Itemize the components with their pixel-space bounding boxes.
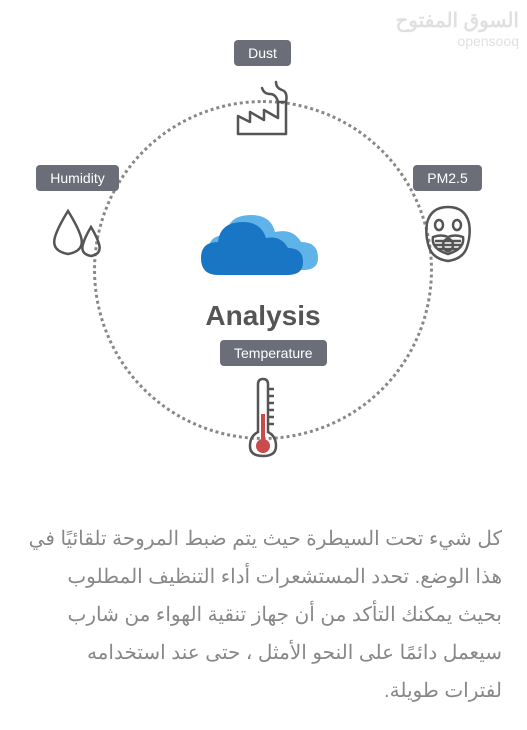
description-text: كل شيء تحت السيطرة حيث يتم ضبط المروحة ت… <box>0 500 527 730</box>
watermark: السوق المفتوح opensooq <box>395 8 519 49</box>
analysis-diagram: Analysis Dust PM2.5 <box>0 0 527 500</box>
node-temperature: Temperature <box>220 340 305 444</box>
node-dust: Dust <box>220 40 305 144</box>
dust-label: Dust <box>234 40 291 66</box>
cloud-icon <box>193 200 333 290</box>
mask-icon <box>413 199 483 269</box>
center-group: Analysis <box>183 200 343 332</box>
droplets-icon <box>43 199 113 269</box>
temperature-label: Temperature <box>220 340 327 366</box>
factory-icon <box>228 74 298 144</box>
pm25-label: PM2.5 <box>413 165 481 191</box>
watermark-arabic: السوق المفتوح <box>395 8 519 33</box>
thermometer-icon <box>228 374 298 444</box>
node-humidity: Humidity <box>35 165 120 269</box>
center-label: Analysis <box>183 300 343 332</box>
watermark-english: opensooq <box>395 33 519 49</box>
node-pm25: PM2.5 <box>405 165 490 269</box>
humidity-label: Humidity <box>36 165 118 191</box>
